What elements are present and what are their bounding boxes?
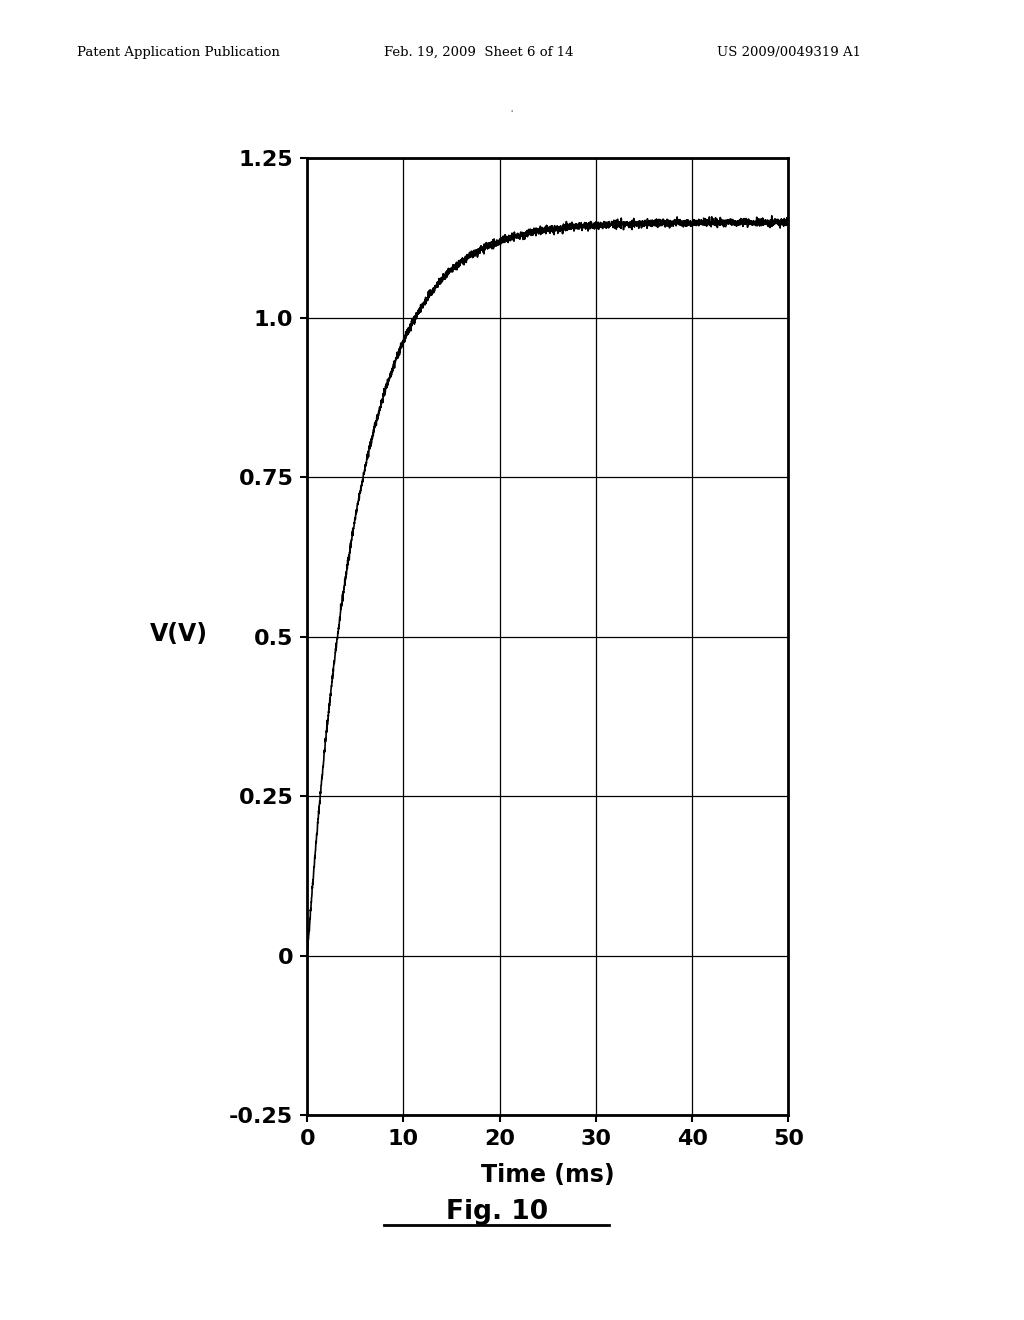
Text: V(V): V(V): [151, 622, 208, 645]
Text: Fig. 10: Fig. 10: [445, 1199, 548, 1225]
Text: Patent Application Publication: Patent Application Publication: [77, 46, 280, 59]
Text: ·: ·: [510, 106, 514, 119]
Text: Feb. 19, 2009  Sheet 6 of 14: Feb. 19, 2009 Sheet 6 of 14: [384, 46, 573, 59]
X-axis label: Time (ms): Time (ms): [481, 1163, 614, 1187]
Text: US 2009/0049319 A1: US 2009/0049319 A1: [717, 46, 861, 59]
